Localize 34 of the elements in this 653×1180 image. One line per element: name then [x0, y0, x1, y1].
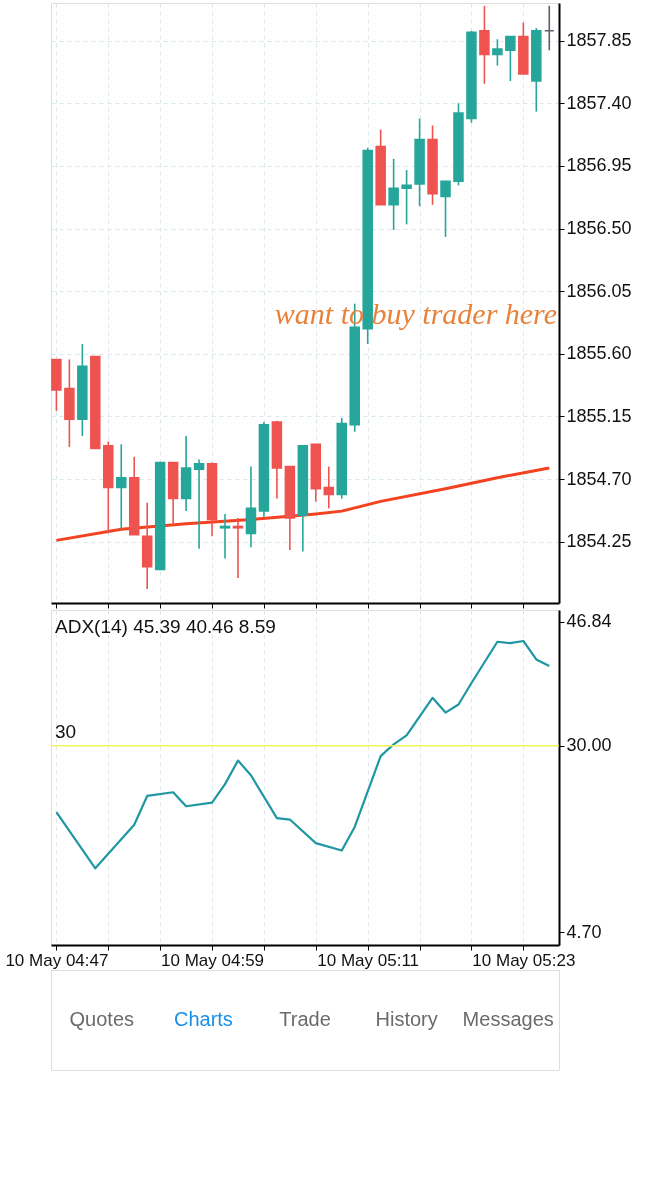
y-tick-label: 1857.40	[566, 92, 632, 113]
y-tick-label: 4.70	[566, 921, 602, 942]
candlestick	[479, 4, 490, 85]
candlestick	[440, 180, 451, 238]
y-tick-label: 30.00	[566, 735, 612, 756]
x-tick-label: 10 May 04:59	[161, 950, 265, 970]
candlestick	[193, 458, 205, 550]
candlestick	[401, 169, 412, 226]
text: Trade	[279, 1008, 331, 1030]
candlestick	[388, 158, 399, 231]
y-tick-label: 1856.50	[566, 218, 632, 239]
candlestick	[116, 443, 127, 531]
x-tick-label: 10 May 04:47	[5, 950, 109, 970]
y-tick-label: 1856.95	[566, 155, 632, 176]
y-tick-label: 1854.70	[566, 468, 632, 489]
y-tick-label: 1857.85	[566, 30, 632, 51]
candlestick	[323, 465, 335, 510]
ref-line-label: 30	[55, 720, 77, 742]
y-tick-label: 46.84	[566, 611, 612, 632]
y-tick-label: 1854.25	[566, 531, 632, 552]
candlestick	[232, 517, 244, 579]
text: Quotes	[69, 1008, 135, 1030]
text: Messages	[462, 1008, 554, 1030]
candlestick	[505, 35, 516, 82]
text: Charts	[173, 1008, 233, 1030]
y-tick-label: 1855.60	[566, 343, 632, 364]
y-tick-label: 1856.05	[566, 280, 632, 301]
x-tick-label: 10 May 05:23	[472, 950, 576, 970]
text: History	[375, 1008, 438, 1030]
y-tick-label: 1855.15	[566, 405, 632, 426]
candlestick	[219, 513, 231, 560]
candlestick	[492, 38, 503, 67]
x-tick-label: 10 May 05:11	[317, 950, 420, 970]
chart-title: ADX(14) 45.39 40.46 8.59	[55, 616, 276, 637]
